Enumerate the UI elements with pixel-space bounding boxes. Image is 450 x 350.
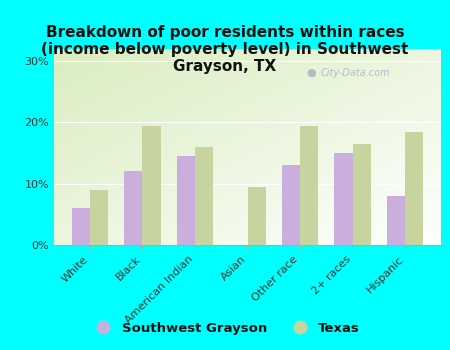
Bar [282, 165, 300, 245]
Text: City-Data.com: City-Data.com [321, 68, 391, 77]
Bar [334, 153, 352, 245]
Bar [248, 187, 266, 245]
Bar [405, 132, 423, 245]
Bar [124, 172, 143, 245]
Bar [176, 156, 195, 245]
Bar [300, 126, 319, 245]
Bar [352, 144, 371, 245]
Bar [143, 126, 161, 245]
Bar [90, 190, 108, 245]
Bar [72, 208, 90, 245]
Text: ●: ● [306, 68, 316, 77]
Bar [195, 147, 213, 245]
Text: Breakdown of poor residents within races
(income below poverty level) in Southwe: Breakdown of poor residents within races… [41, 25, 409, 74]
Bar [387, 196, 405, 245]
Legend: Southwest Grayson, Texas: Southwest Grayson, Texas [85, 316, 365, 340]
